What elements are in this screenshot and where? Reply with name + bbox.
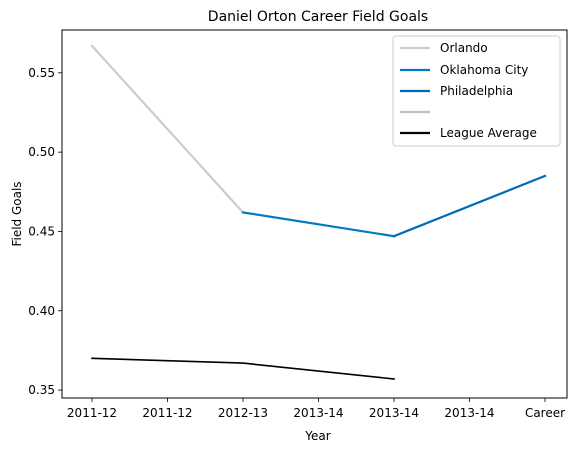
x-tick-label: 2011-12 bbox=[142, 406, 192, 420]
series-line-1 bbox=[241, 211, 396, 238]
x-tick-label: Career bbox=[525, 406, 565, 420]
x-tick-label: 2013-14 bbox=[293, 406, 343, 420]
y-tick-label: 0.50 bbox=[28, 145, 55, 159]
chart-title: Daniel Orton Career Field Goals bbox=[208, 9, 428, 25]
y-tick-label: 0.35 bbox=[28, 383, 55, 397]
y-axis: 0.35 0.40 0.45 0.50 0.55 bbox=[28, 66, 62, 397]
plot-area bbox=[61, 29, 568, 399]
x-tick-label: 2012-13 bbox=[218, 406, 268, 420]
y-axis-label: Field Goals bbox=[10, 181, 24, 246]
x-axis: 2011-12 2011-12 2012-13 2013-14 2013-14 2013-… bbox=[67, 398, 565, 420]
y-tick-label: 0.45 bbox=[28, 224, 55, 238]
series-line-0 bbox=[90, 44, 245, 214]
legend-label: League Average bbox=[440, 126, 537, 140]
y-tick-label: 0.55 bbox=[28, 66, 55, 80]
legend-label: Orlando bbox=[440, 41, 488, 55]
legend-frame bbox=[392, 35, 561, 147]
series-line-4 bbox=[91, 357, 395, 380]
x-tick-label: 2013-14 bbox=[369, 406, 419, 420]
legend: Orlando Oklahoma City Philadelphia League A… bbox=[392, 35, 561, 147]
plot-lines bbox=[90, 44, 547, 380]
y-tick-label: 0.40 bbox=[28, 304, 55, 318]
x-tick-label: 2011-12 bbox=[67, 406, 117, 420]
legend-label: Oklahoma City bbox=[440, 63, 528, 77]
x-axis-label: Year bbox=[304, 429, 330, 443]
legend-label: Philadelphia bbox=[440, 84, 513, 98]
series-line-2 bbox=[392, 174, 547, 238]
x-tick-label: 2013-14 bbox=[444, 406, 494, 420]
